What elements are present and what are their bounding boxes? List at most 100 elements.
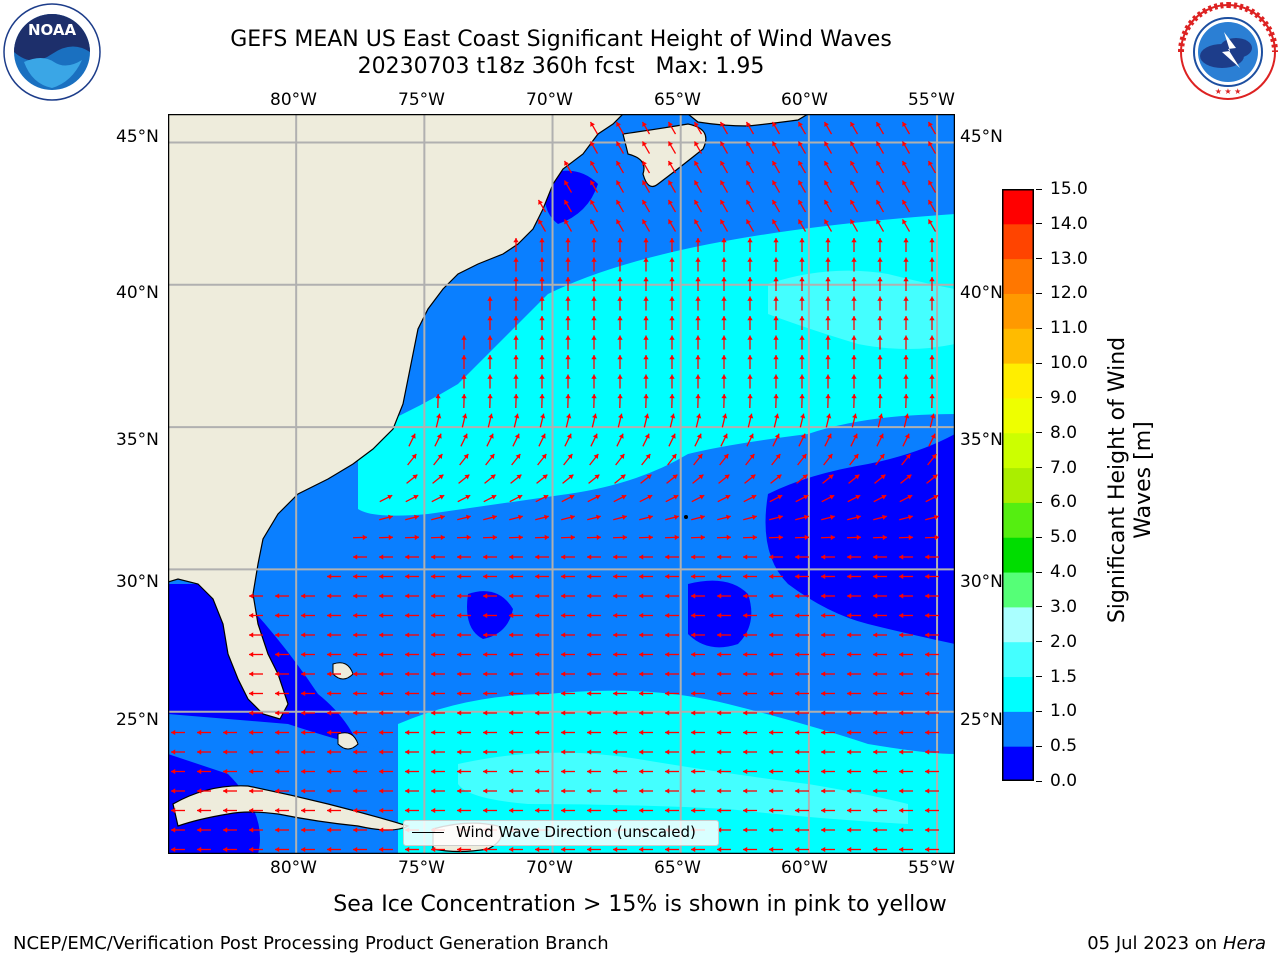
wave-direction-arrow bbox=[301, 749, 315, 755]
wave-direction-arrow bbox=[898, 534, 914, 541]
wave-direction-arrow bbox=[591, 413, 598, 428]
wave-direction-arrow bbox=[769, 827, 783, 833]
wave-direction-arrow bbox=[665, 494, 679, 503]
wave-direction-arrow bbox=[821, 593, 835, 599]
wave-direction-arrow bbox=[197, 788, 211, 794]
wave-direction-arrow bbox=[773, 374, 779, 389]
wave-direction-arrow bbox=[821, 749, 835, 755]
wave-direction-arrow bbox=[821, 554, 835, 560]
wave-direction-arrow bbox=[535, 554, 549, 560]
wave-direction-arrow bbox=[301, 651, 315, 658]
wave-direction-arrow bbox=[877, 393, 883, 409]
wave-direction-arrow bbox=[457, 807, 471, 814]
wave-direction-arrow bbox=[925, 690, 939, 697]
wave-direction-arrow bbox=[821, 690, 835, 697]
wave-direction-arrow bbox=[847, 554, 861, 560]
wave-direction-arrow bbox=[353, 788, 367, 794]
wave-direction-arrow bbox=[823, 180, 833, 193]
wave-direction-arrow bbox=[743, 593, 757, 599]
wave-direction-arrow bbox=[587, 651, 601, 658]
wave-direction-arrow bbox=[457, 690, 471, 697]
wave-direction-arrow bbox=[431, 573, 445, 580]
wave-direction-arrow bbox=[539, 238, 545, 252]
wave-direction-arrow bbox=[925, 554, 939, 560]
wave-direction-arrow bbox=[875, 199, 885, 213]
wave-direction-arrow bbox=[821, 807, 835, 814]
wave-direction-arrow bbox=[695, 277, 701, 291]
wave-direction-arrow bbox=[643, 413, 650, 428]
wave-direction-arrow bbox=[565, 374, 571, 389]
wave-direction-arrow bbox=[665, 846, 679, 853]
wave-direction-arrow bbox=[692, 474, 704, 484]
wave-direction-arrow bbox=[639, 494, 653, 503]
lon-label-bottom-55w: 55°W bbox=[908, 858, 955, 878]
wave-direction-arrow bbox=[643, 393, 649, 409]
wave-direction-arrow bbox=[431, 494, 445, 503]
wave-direction-arrow bbox=[769, 846, 783, 853]
wave-direction-arrow bbox=[925, 807, 939, 814]
colorbar-tick-label: 12.0 bbox=[1036, 283, 1088, 303]
wave-direction-arrow bbox=[799, 355, 805, 369]
wave-direction-arrow bbox=[667, 219, 677, 232]
wave-direction-arrow bbox=[823, 160, 833, 174]
wave-direction-arrow bbox=[743, 632, 757, 638]
wave-direction-arrow bbox=[614, 474, 626, 484]
wave-direction-arrow bbox=[925, 827, 939, 833]
wave-direction-arrow bbox=[721, 296, 727, 311]
wave-direction-arrow bbox=[929, 316, 935, 330]
wave-direction-arrow bbox=[539, 374, 545, 389]
wave-direction-arrow bbox=[769, 729, 783, 736]
lat-label-right-45n: 45°N bbox=[960, 127, 1003, 147]
newfoundland-edge bbox=[687, 114, 810, 127]
wave-direction-arrow bbox=[903, 277, 909, 291]
wave-direction-arrow bbox=[461, 355, 467, 369]
wave-direction-arrow bbox=[513, 277, 519, 291]
wave-direction-arrow bbox=[799, 393, 805, 409]
wave-direction-arrow bbox=[667, 453, 677, 466]
wave-direction-arrow bbox=[587, 788, 601, 794]
wave-direction-arrow bbox=[249, 749, 263, 755]
lat-label-right-25n: 25°N bbox=[960, 710, 1003, 730]
wave-direction-arrow bbox=[275, 768, 289, 775]
wave-direction-arrow bbox=[275, 632, 289, 638]
wave-direction-arrow bbox=[667, 160, 677, 174]
colorbar-tick-label: 3.0 bbox=[1036, 597, 1077, 617]
wave-direction-arrow bbox=[847, 593, 861, 599]
wave-direction-arrow bbox=[639, 671, 653, 677]
wave-direction-arrow bbox=[483, 768, 497, 775]
wave-direction-arrow bbox=[613, 768, 627, 775]
wave-direction-arrow bbox=[821, 729, 835, 736]
wave-direction-arrow bbox=[821, 827, 835, 833]
wave-direction-arrow bbox=[539, 355, 545, 369]
wave-direction-arrow bbox=[821, 494, 835, 503]
wave-direction-arrow bbox=[487, 296, 493, 311]
wave-direction-arrow bbox=[613, 612, 627, 619]
wave-direction-arrow bbox=[667, 180, 677, 193]
wave-direction-arrow bbox=[929, 257, 935, 272]
lon-label-top-75w: 75°W bbox=[398, 90, 445, 110]
wave-direction-arrow bbox=[617, 355, 623, 369]
wave-direction-arrow bbox=[771, 121, 781, 135]
wave-direction-arrow bbox=[847, 514, 861, 521]
wave-direction-arrow bbox=[847, 788, 861, 794]
wave-direction-arrow bbox=[405, 573, 419, 580]
wave-direction-arrow bbox=[535, 593, 549, 599]
lat-label-left-25n: 25°N bbox=[116, 710, 159, 730]
wave-direction-arrow bbox=[743, 827, 757, 833]
wave-direction-arrow bbox=[405, 612, 419, 619]
wave-direction-arrow bbox=[823, 141, 833, 154]
colorbar-tick-label: 0.5 bbox=[1036, 736, 1077, 756]
wave-direction-arrow bbox=[379, 690, 393, 697]
colorbar-swatch bbox=[1002, 397, 1034, 434]
colorbar-swatch bbox=[1002, 537, 1034, 573]
wave-direction-arrow bbox=[691, 554, 705, 560]
wave-direction-arrow bbox=[565, 257, 571, 272]
wave-direction-arrow bbox=[693, 199, 703, 213]
wave-direction-arrow bbox=[379, 612, 393, 619]
wave-direction-arrow bbox=[589, 141, 599, 154]
wave-direction-arrow bbox=[795, 632, 809, 638]
wave-direction-arrow bbox=[301, 768, 315, 775]
wave-direction-arrow bbox=[925, 729, 939, 736]
wave-direction-arrow bbox=[903, 296, 909, 311]
wave-direction-arrow bbox=[821, 651, 835, 658]
